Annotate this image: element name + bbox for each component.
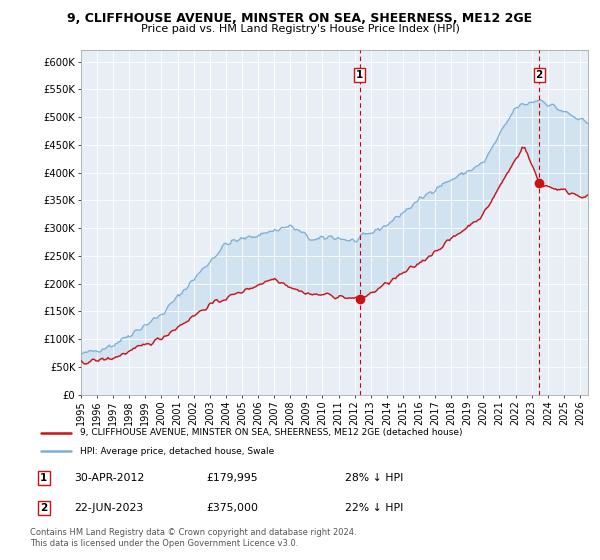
Text: 1: 1 — [356, 70, 364, 80]
Text: 28% ↓ HPI: 28% ↓ HPI — [344, 473, 403, 483]
Text: 2: 2 — [40, 503, 47, 514]
Text: 9, CLIFFHOUSE AVENUE, MINSTER ON SEA, SHEERNESS, ME12 2GE: 9, CLIFFHOUSE AVENUE, MINSTER ON SEA, SH… — [67, 12, 533, 25]
Text: 1: 1 — [40, 473, 47, 483]
Text: Contains HM Land Registry data © Crown copyright and database right 2024.
This d: Contains HM Land Registry data © Crown c… — [30, 528, 356, 548]
Text: HPI: Average price, detached house, Swale: HPI: Average price, detached house, Swal… — [80, 447, 274, 456]
Text: 2: 2 — [536, 70, 543, 80]
Text: £375,000: £375,000 — [206, 503, 259, 514]
Text: 30-APR-2012: 30-APR-2012 — [74, 473, 145, 483]
Text: £179,995: £179,995 — [206, 473, 258, 483]
Text: 22% ↓ HPI: 22% ↓ HPI — [344, 503, 403, 514]
Text: 22-JUN-2023: 22-JUN-2023 — [74, 503, 143, 514]
Text: Price paid vs. HM Land Registry's House Price Index (HPI): Price paid vs. HM Land Registry's House … — [140, 24, 460, 34]
Text: 9, CLIFFHOUSE AVENUE, MINSTER ON SEA, SHEERNESS, ME12 2GE (detached house): 9, CLIFFHOUSE AVENUE, MINSTER ON SEA, SH… — [80, 428, 462, 437]
